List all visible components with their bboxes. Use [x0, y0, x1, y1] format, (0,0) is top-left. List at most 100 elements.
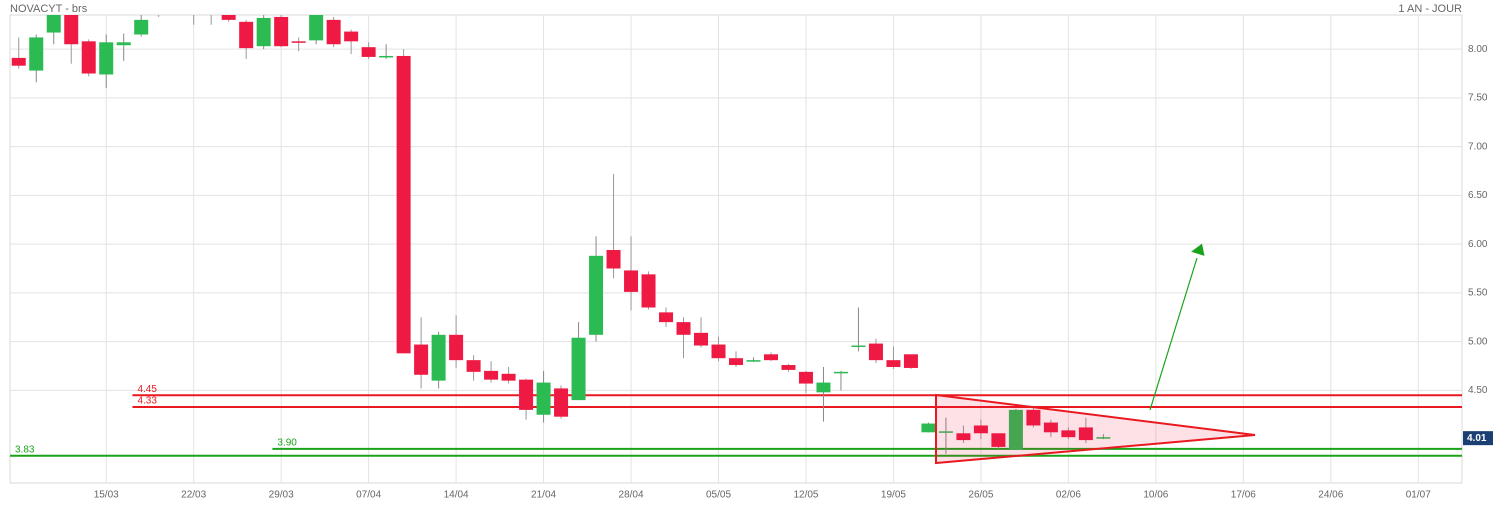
candle-body	[152, 5, 166, 10]
y-tick-label: 5.50	[1468, 288, 1488, 299]
candle-body	[1008, 409, 1023, 450]
candle-body	[64, 15, 79, 45]
last-price-box	[1463, 431, 1493, 446]
candle-body	[554, 388, 569, 417]
candle-body	[956, 433, 971, 441]
candle-body	[589, 255, 604, 335]
x-tick-label: 29/03	[269, 490, 294, 501]
x-tick-label: 21/04	[531, 490, 556, 501]
candle-body	[187, 5, 201, 10]
level-label: 4.45	[137, 384, 157, 395]
candle-body	[449, 334, 464, 361]
candle-body	[1026, 409, 1041, 426]
candle-body	[903, 354, 918, 368]
candle-body	[763, 354, 778, 361]
candle-body	[466, 360, 481, 372]
candles	[11, 0, 1111, 454]
x-tick-label: 22/03	[181, 490, 206, 501]
candle-body	[676, 322, 691, 335]
x-tick-label: 10/06	[1143, 490, 1168, 501]
candle-body	[309, 15, 324, 41]
candle-body	[571, 337, 586, 401]
candle-body	[659, 312, 674, 323]
candle-body	[46, 15, 61, 33]
plot-frame	[9, 14, 1463, 484]
x-tick-label: 19/05	[881, 490, 906, 501]
grid	[10, 15, 1462, 483]
candle-body	[991, 433, 1006, 447]
level-label: 3.83	[15, 444, 35, 455]
x-tick-label: 28/04	[619, 490, 644, 501]
x-tick-label: 01/07	[1406, 490, 1431, 501]
y-tick-label: 4.50	[1468, 385, 1488, 396]
candle-body	[641, 274, 656, 308]
candle-body	[326, 19, 341, 45]
y-tick-label: 5.00	[1468, 336, 1488, 347]
candle-body	[519, 379, 534, 410]
candle-body	[99, 42, 114, 75]
x-tick-label: 24/06	[1318, 490, 1343, 501]
candle-body	[851, 345, 866, 348]
y-tick-label: 6.50	[1468, 190, 1488, 201]
level-label: 3.90	[277, 438, 297, 449]
chart-title: NOVACYT - brs	[10, 3, 88, 15]
x-tick-label: 05/05	[706, 490, 731, 501]
levels: 4.454.33 3.90 3.83	[10, 384, 1462, 457]
triangle-pattern	[935, 393, 1256, 465]
candle-body	[886, 360, 901, 367]
candle-body	[11, 57, 26, 66]
candle-body	[396, 55, 411, 354]
y-tick-label: 8.00	[1468, 44, 1488, 55]
axis: 4.50 5.00 5.50 6.00 6.50 7.00 7.50 8.00 15/03 22/…	[94, 44, 1493, 501]
candle-body	[81, 41, 96, 74]
candle-body	[484, 370, 499, 380]
candle-body	[291, 41, 306, 43]
candle-body	[798, 371, 813, 384]
candle-body	[1043, 422, 1058, 433]
candle-body	[134, 19, 149, 35]
arrow-line	[1149, 257, 1198, 411]
y-tick-label: 7.00	[1468, 141, 1488, 152]
candle-body	[868, 343, 883, 361]
candle-body	[1061, 430, 1076, 438]
candle-body	[274, 16, 289, 47]
level-label: 4.33	[137, 396, 157, 407]
candle-body	[921, 423, 936, 433]
candle-body	[606, 249, 621, 269]
y-tick-label: 7.50	[1468, 93, 1488, 104]
x-tick-label: 02/06	[1056, 490, 1081, 501]
candle-body	[1096, 437, 1111, 439]
x-tick-label: 07/04	[356, 490, 381, 501]
candle-body	[833, 371, 848, 374]
candle-body	[746, 360, 761, 362]
x-tick-label: 26/05	[968, 490, 993, 501]
candle-body	[536, 382, 551, 415]
candle-body	[221, 15, 236, 20]
candle-body	[204, 8, 218, 12]
candle-body	[29, 37, 44, 71]
candle-body	[729, 358, 743, 366]
x-tick-label: 17/06	[1231, 490, 1256, 501]
candle-body	[1078, 427, 1093, 441]
candle-body	[116, 42, 131, 46]
arrow-head	[1191, 243, 1205, 256]
candle-body	[781, 365, 796, 370]
candle-body	[694, 332, 709, 346]
candle-body	[624, 270, 639, 292]
x-tick-label: 12/05	[793, 490, 818, 501]
candle-body	[431, 334, 446, 381]
candle-body	[938, 431, 953, 433]
candle-body	[169, 0, 183, 5]
last-price-label: 4.01	[1467, 433, 1487, 444]
period-label: 1 AN - JOUR	[1398, 3, 1462, 15]
candle-body	[816, 382, 831, 393]
candle-body	[414, 344, 429, 375]
candle-body	[973, 425, 988, 434]
candle-body	[239, 21, 254, 49]
candle-body	[501, 373, 516, 381]
candle-body	[711, 344, 726, 359]
candle-body	[344, 31, 359, 42]
candle-body	[361, 47, 376, 57]
x-tick-label: 14/04	[444, 490, 469, 501]
